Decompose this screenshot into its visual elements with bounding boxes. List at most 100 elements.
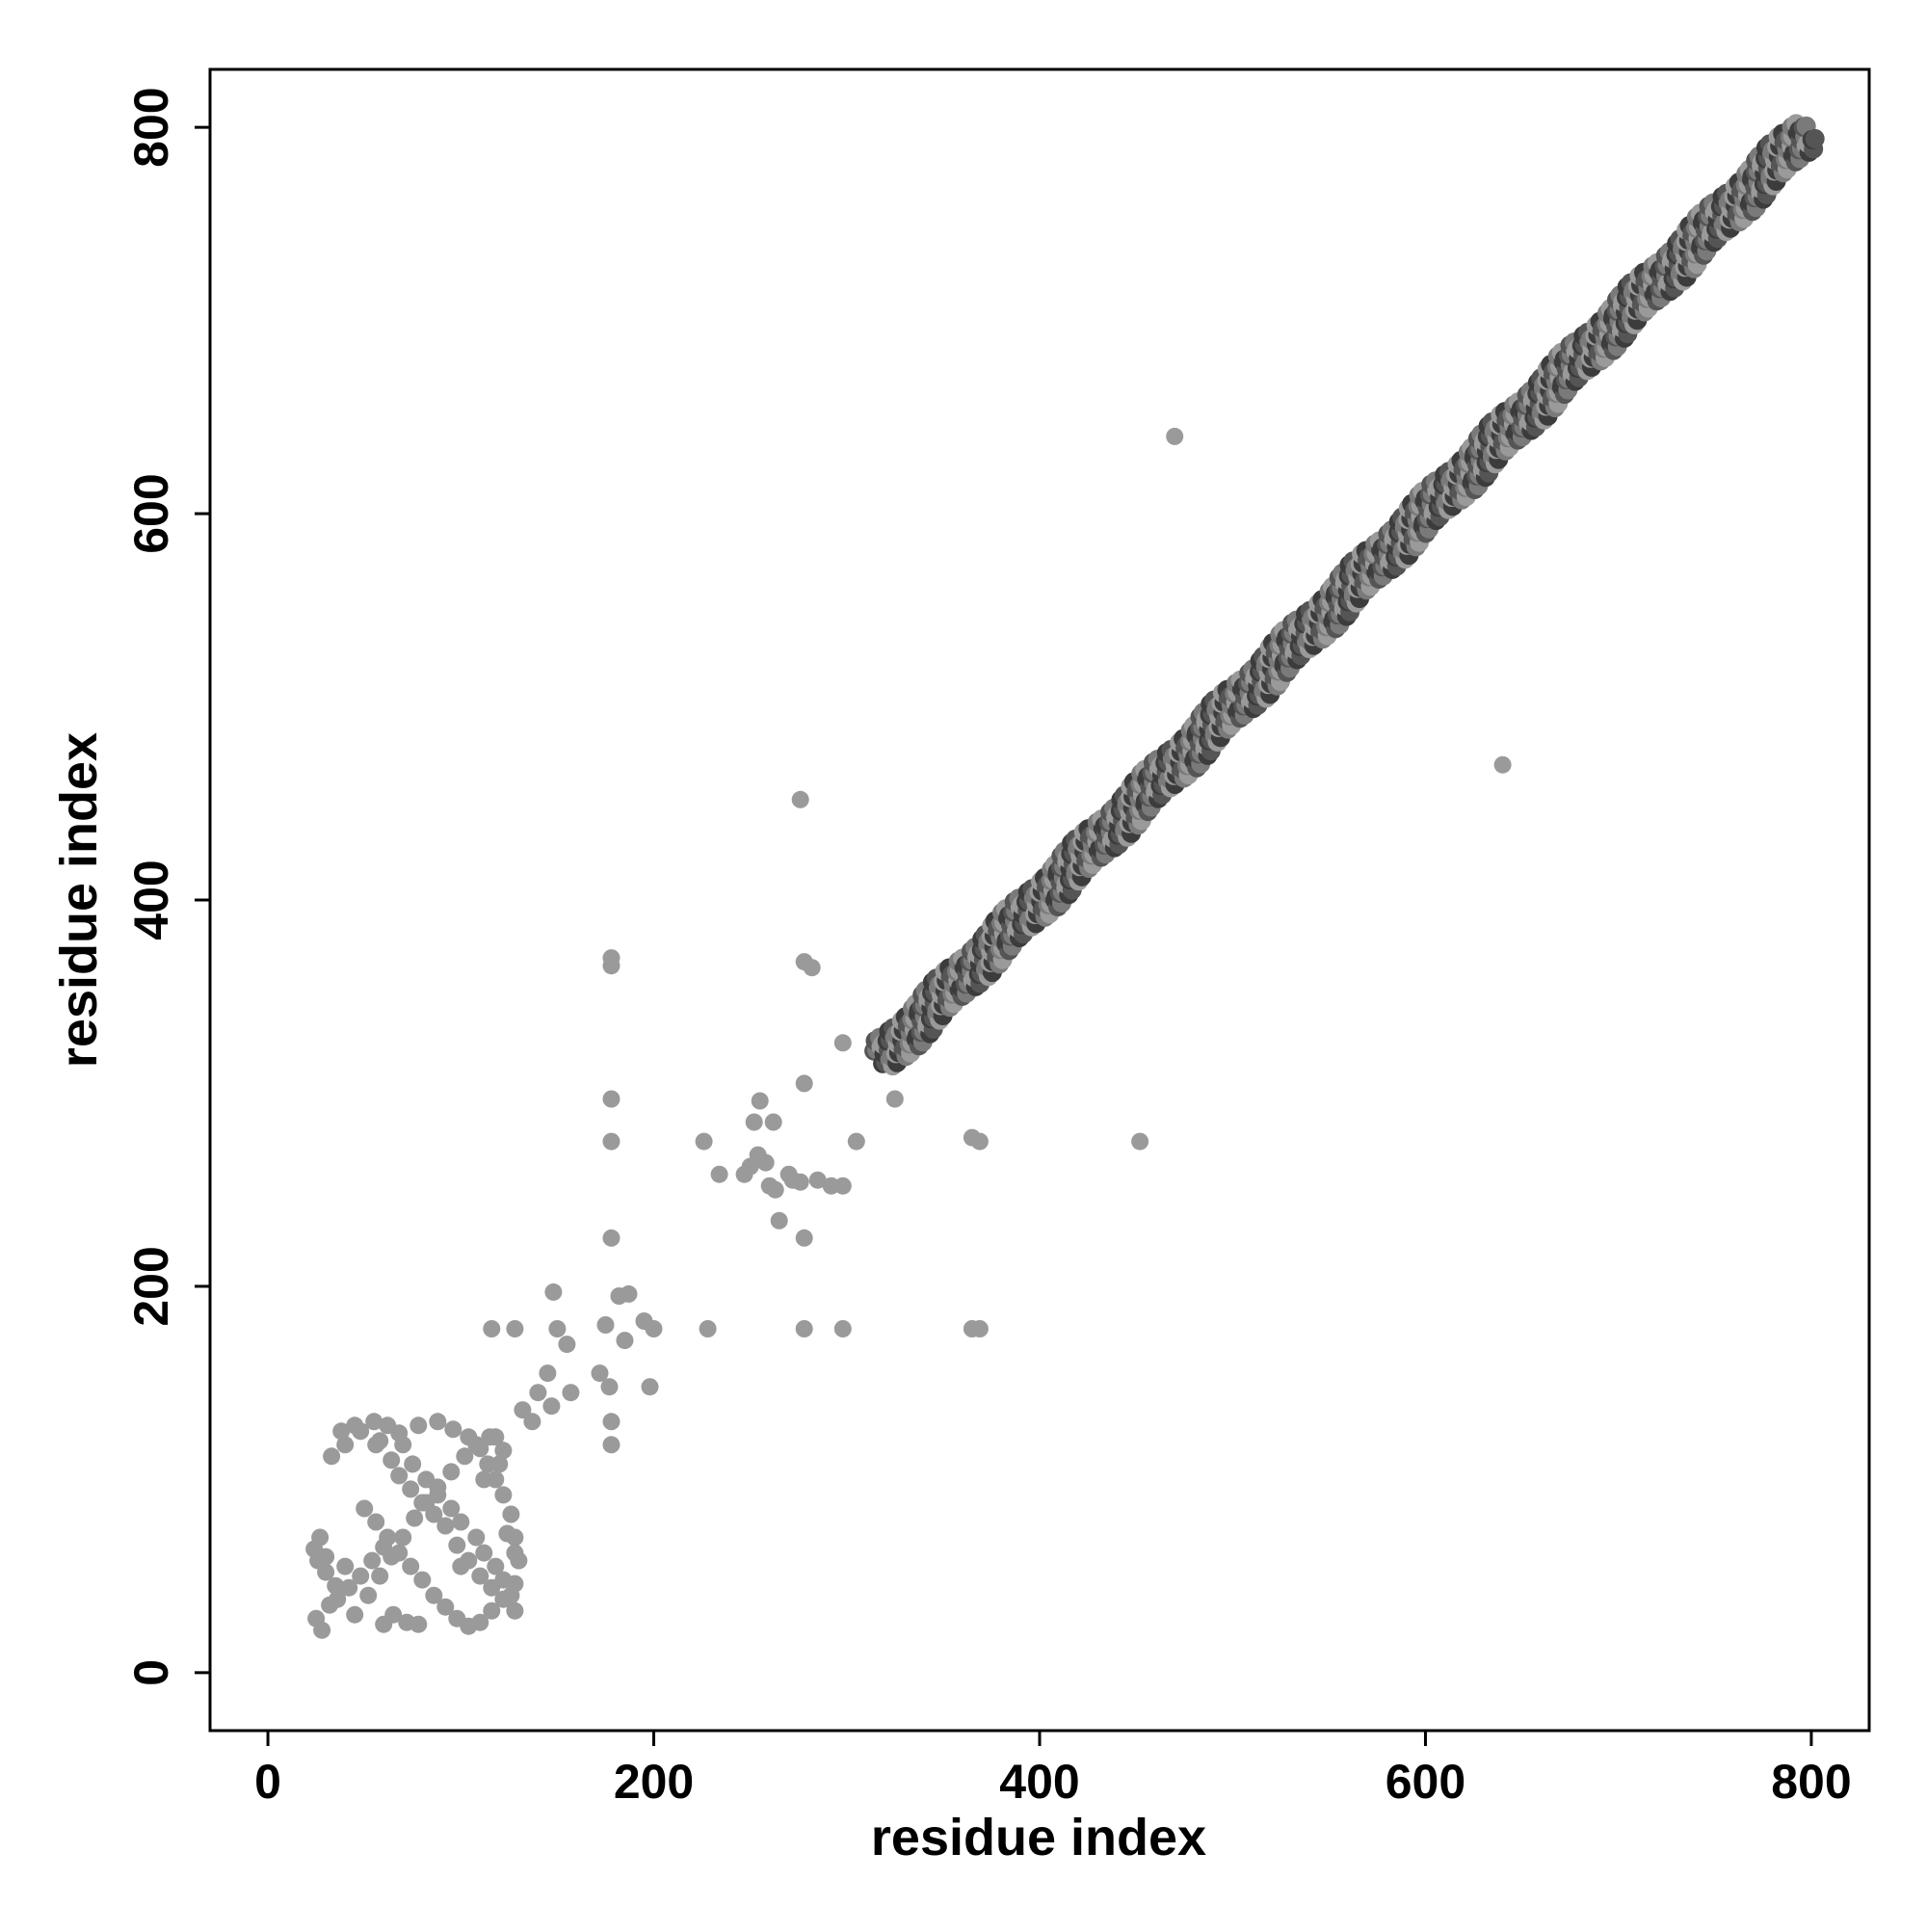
data-point	[795, 1320, 813, 1337]
data-point	[506, 1575, 524, 1593]
data-point	[336, 1557, 355, 1575]
data-point	[471, 1567, 489, 1585]
data-point	[329, 1590, 347, 1608]
data-point	[699, 1320, 717, 1337]
data-point	[591, 1364, 609, 1383]
data-point	[413, 1494, 432, 1512]
data-point	[471, 1440, 489, 1458]
data-point	[791, 790, 809, 808]
data-point	[542, 1397, 561, 1416]
data-point	[751, 1092, 769, 1110]
data-point	[436, 1598, 455, 1616]
x-axis-label: residue index	[871, 1809, 1206, 1866]
data-point	[429, 1478, 447, 1496]
data-point	[340, 1578, 358, 1597]
data-point	[352, 1567, 370, 1585]
data-point	[425, 1586, 443, 1604]
data-point	[506, 1601, 524, 1620]
data-point	[384, 1605, 403, 1624]
data-point	[452, 1513, 470, 1531]
data-point	[833, 1177, 852, 1195]
x-tick-label: 0	[254, 1755, 281, 1809]
data-point	[404, 1455, 422, 1473]
data-point	[390, 1467, 409, 1485]
data-point	[359, 1586, 378, 1604]
data-point	[442, 1499, 461, 1518]
data-point	[539, 1364, 557, 1383]
data-point	[365, 1413, 383, 1431]
data-point	[602, 1132, 620, 1151]
data-point	[602, 1090, 620, 1108]
data-point	[562, 1384, 580, 1402]
y-tick-label: 600	[124, 473, 178, 553]
y-tick-label: 200	[124, 1246, 178, 1326]
data-point	[452, 1557, 470, 1575]
x-tick-label: 200	[614, 1755, 694, 1809]
data-point	[327, 1576, 345, 1595]
data-point	[695, 1132, 713, 1151]
data-point	[323, 1447, 341, 1466]
data-point	[346, 1416, 364, 1435]
data-point	[483, 1578, 501, 1597]
data-point	[471, 1613, 489, 1631]
data-point	[808, 1171, 827, 1189]
x-tick-label: 600	[1386, 1755, 1465, 1809]
data-point	[456, 1447, 474, 1466]
data-point	[710, 1165, 728, 1183]
data-point	[833, 1034, 852, 1052]
data-point	[487, 1557, 505, 1575]
data-point	[770, 1211, 788, 1230]
data-point	[1166, 427, 1184, 445]
data-point	[367, 1513, 385, 1531]
data-point	[383, 1451, 401, 1469]
data-point	[544, 1283, 563, 1301]
data-point	[448, 1536, 466, 1554]
data-point	[558, 1336, 576, 1354]
data-point	[529, 1384, 547, 1402]
y-tick-label: 800	[124, 87, 178, 167]
data-point	[346, 1605, 364, 1624]
data-point	[375, 1538, 393, 1556]
data-point	[409, 1615, 428, 1633]
data-point	[494, 1590, 513, 1608]
data-point	[494, 1486, 513, 1504]
data-point	[460, 1428, 478, 1446]
data-point	[756, 1153, 775, 1172]
data-point	[309, 1551, 328, 1570]
data-point	[803, 959, 821, 977]
data-point	[406, 1509, 424, 1527]
y-tick-label: 0	[124, 1659, 178, 1686]
data-point	[356, 1499, 374, 1518]
data-point	[363, 1551, 382, 1570]
data-point	[548, 1320, 567, 1337]
data-point	[795, 1229, 813, 1247]
data-point	[602, 1436, 620, 1454]
data-point	[436, 1517, 455, 1535]
y-tick-label: 400	[124, 860, 178, 940]
x-tick-label: 800	[1771, 1755, 1851, 1809]
data-point	[487, 1428, 505, 1446]
x-tick-label: 400	[999, 1755, 1079, 1809]
data-point	[498, 1524, 516, 1543]
data-point	[833, 1320, 852, 1337]
data-point	[766, 1180, 784, 1199]
data-point	[885, 1090, 904, 1108]
data-point	[402, 1480, 420, 1498]
data-point	[371, 1567, 389, 1585]
data-point	[1493, 755, 1512, 774]
data-point	[494, 1442, 513, 1460]
data-point	[970, 1320, 989, 1337]
data-point	[475, 1470, 493, 1489]
y-axis-label: residue index	[50, 732, 108, 1068]
data-point	[645, 1320, 663, 1337]
diagonal-contact-point	[1805, 128, 1825, 148]
data-point	[795, 1074, 813, 1093]
x-axis: 0 200 400 600 800	[254, 1731, 1852, 1809]
data-point	[523, 1413, 541, 1431]
data-point	[313, 1621, 331, 1639]
data-point	[616, 1332, 634, 1350]
data-point	[514, 1401, 532, 1419]
y-axis: 0 200 400 600 800	[124, 87, 210, 1686]
